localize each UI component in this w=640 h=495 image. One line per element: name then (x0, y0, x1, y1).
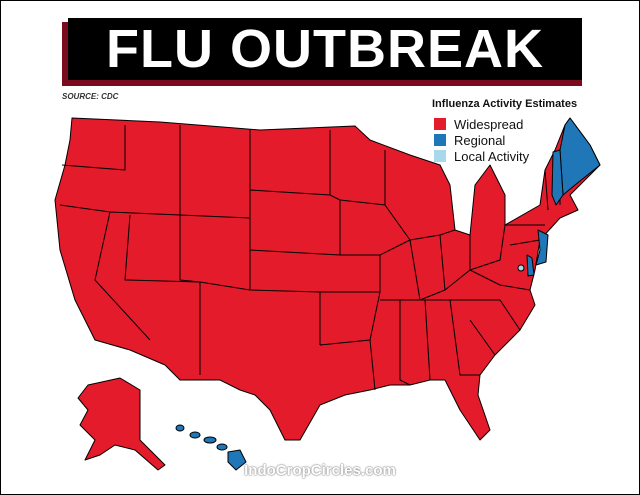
source-label: SOURCE: CDC (62, 92, 119, 101)
contiguous-us (54, 117, 601, 441)
legend-item-widespread: Widespread (434, 116, 577, 132)
legend-item-regional: Regional (434, 132, 577, 148)
state-new-jersey (535, 229, 549, 266)
map-legend: Influenza Activity Estimates Widespread … (432, 98, 577, 164)
legend-swatch (434, 118, 446, 130)
state-borders (59, 125, 561, 391)
state-maine (559, 117, 601, 196)
watermark: IndoCropCircles.com (244, 462, 396, 479)
legend-title: Influenza Activity Estimates (432, 98, 578, 110)
legend-item-local: Local Activity (434, 148, 577, 164)
page-title: FLU OUTBREAK (68, 18, 582, 80)
legend-label: Local Activity (454, 148, 530, 164)
legend-swatch (434, 150, 446, 162)
legend-swatch (434, 134, 446, 146)
state-alaska (77, 377, 166, 471)
state-delaware (526, 254, 535, 277)
district-of-columbia (517, 264, 525, 272)
state-new-hampshire (551, 149, 564, 206)
legend-label: Regional (454, 132, 506, 148)
legend-label: Widespread (454, 116, 524, 132)
state-hawaii (175, 424, 247, 471)
